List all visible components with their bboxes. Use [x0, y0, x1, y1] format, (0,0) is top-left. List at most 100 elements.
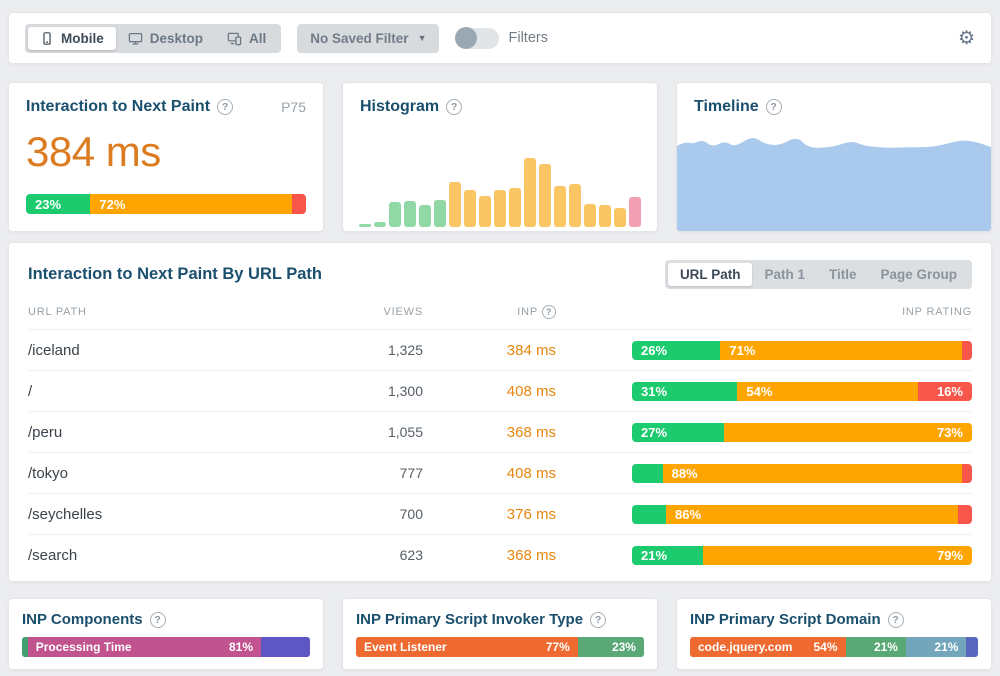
table-row[interactable]: /search 623 368 ms 21% 79%: [28, 534, 972, 575]
histogram-card: Histogram ?: [342, 82, 658, 232]
mini-card-title-text: INP Components: [22, 611, 143, 628]
mini-bar-segment: 21%: [905, 637, 967, 657]
views-cell: 1,300: [387, 383, 423, 399]
views-cell: 623: [399, 547, 423, 563]
settings-gear-icon[interactable]: ⚙: [957, 27, 975, 49]
rating-segment-good: 21%: [632, 545, 704, 565]
saved-filter-dropdown[interactable]: No Saved Filter ▼: [297, 23, 440, 53]
histogram-bar: [449, 182, 461, 227]
table-row[interactable]: / 1,300 408 ms 31% 54% 16%: [28, 370, 972, 411]
device-tab-label: Desktop: [149, 30, 204, 46]
inp-cell: 376 ms: [506, 505, 556, 523]
device-tab-mobile[interactable]: Mobile: [28, 26, 116, 50]
rating-segment-label: 54%: [746, 383, 773, 399]
inp-cell: 408 ms: [506, 464, 556, 482]
rating-segment-label: 71%: [729, 342, 756, 358]
filters-toggle-group: Filters: [455, 26, 548, 49]
histogram-bar: [464, 190, 476, 227]
table-row[interactable]: /iceland 1,325 384 ms 26% 71%: [28, 329, 972, 370]
rating-segment-poor: [961, 463, 972, 483]
mini-card-title-text: INP Primary Script Invoker Type: [356, 611, 584, 628]
timeline-header: Timeline ?: [694, 98, 974, 116]
inp-cell: 368 ms: [506, 423, 556, 441]
histogram-title: Histogram: [360, 98, 440, 115]
help-icon[interactable]: ?: [887, 611, 904, 628]
url-path-cell: /seychelles: [28, 505, 103, 523]
table-row[interactable]: /peru 1,055 368 ms 27% 73%: [28, 411, 972, 452]
rating-segment-label: 73%: [936, 424, 963, 440]
histogram-bar: [434, 200, 446, 227]
rating-segment-label: 23%: [35, 196, 62, 212]
inp-rating-cell: 31% 54% 16%: [556, 381, 972, 401]
rating-segment-good: 23%: [26, 194, 91, 214]
group-tab-title[interactable]: Title: [828, 267, 857, 282]
group-tab-url-path[interactable]: URL Path: [667, 263, 753, 286]
rating-segment-good: [632, 463, 663, 483]
mini-bar-segment: [261, 637, 310, 657]
histogram-bar: [509, 188, 521, 227]
filters-toggle-label: Filters: [508, 30, 548, 46]
segment-percent-label: 23%: [611, 640, 636, 654]
histogram-bar: [494, 190, 506, 227]
segment-name-label: Processing Time: [35, 640, 132, 654]
segment-percent-label: 54%: [813, 640, 838, 654]
rating-segment-poor: [961, 340, 972, 360]
timeline-title: Timeline: [694, 98, 759, 115]
table-body: /iceland 1,325 384 ms 26% 71% / 1,300 408 ms 31%…: [28, 329, 972, 575]
rating-segment-label: 86%: [675, 506, 702, 522]
group-tab-page-group[interactable]: Page Group: [880, 267, 957, 282]
url-path-cell: /: [28, 382, 33, 400]
mini-card-title: INP Primary Script Invoker Type?: [356, 611, 644, 628]
mini-bar-segment: 23%: [577, 637, 644, 657]
views-cell: 777: [399, 465, 423, 481]
inp-cell: 368 ms: [506, 546, 556, 564]
col-views: VIEWS: [383, 306, 423, 318]
table-row[interactable]: /tokyo 777 408 ms 88%: [28, 452, 972, 493]
device-tab-all[interactable]: All: [215, 27, 278, 50]
inp-rating-bar: 88%: [632, 463, 972, 483]
table-title: Interaction to Next Paint By URL Path: [28, 265, 322, 283]
histogram-bar: [599, 205, 611, 227]
table-row[interactable]: /seychelles 700 376 ms 86%: [28, 493, 972, 534]
group-tab-path-1[interactable]: Path 1: [764, 267, 805, 282]
percentile-badge: P75: [281, 99, 306, 115]
inp-rating-bar: 26% 71%: [632, 340, 972, 360]
phone-icon: [40, 31, 54, 46]
mini-card-bar: Processing Time 81%: [22, 637, 310, 657]
histogram-bar: [629, 197, 641, 227]
mini-bar-segment: [22, 637, 28, 657]
rating-segment-ni: 54%: [737, 381, 918, 401]
histogram-bar: [539, 164, 551, 227]
rating-segment-label: 27%: [641, 424, 668, 440]
inp-rating-bar: 86%: [632, 504, 972, 524]
rating-segment-good: 26%: [632, 340, 721, 360]
inp-rating-bar: 23% 72%: [26, 194, 306, 214]
col-url-path: URL PATH: [28, 306, 87, 318]
views-cell: 1,055: [387, 424, 423, 440]
timeline-area-path: [677, 138, 991, 231]
rating-segment-label: 72%: [99, 196, 126, 212]
histogram-bar: [554, 186, 566, 227]
histogram-bar: [404, 201, 416, 227]
inp-by-url-table-card: Interaction to Next Paint By URL Path UR…: [8, 242, 992, 582]
help-icon[interactable]: ?: [542, 305, 556, 319]
device-tab-desktop[interactable]: Desktop: [116, 27, 215, 50]
device-tab-label: Mobile: [61, 30, 104, 46]
filters-toggle[interactable]: [455, 26, 500, 49]
url-path-cell: /search: [28, 546, 78, 564]
help-icon[interactable]: ?: [217, 99, 234, 115]
table-column-headers: URL PATH VIEWS INP ? INP RATING: [28, 293, 972, 329]
col-inp: INP ?: [423, 305, 556, 319]
chevron-down-icon: ▼: [417, 33, 427, 43]
rating-segment-poor: [291, 194, 306, 214]
help-icon[interactable]: ?: [765, 99, 782, 115]
inp-rating-bar: 27% 73%: [632, 422, 972, 442]
histogram-header: Histogram ?: [360, 98, 640, 116]
mini-bar-segment: code.jquery.com 54%: [690, 637, 846, 657]
inp-summary-card: Interaction to Next Paint ? P75 384 ms 2…: [8, 82, 324, 232]
help-icon[interactable]: ?: [590, 611, 607, 628]
toggle-knob: [455, 26, 478, 49]
inp-rating-cell: 21% 79%: [556, 545, 972, 565]
help-icon[interactable]: ?: [446, 99, 463, 115]
help-icon[interactable]: ?: [149, 611, 166, 628]
